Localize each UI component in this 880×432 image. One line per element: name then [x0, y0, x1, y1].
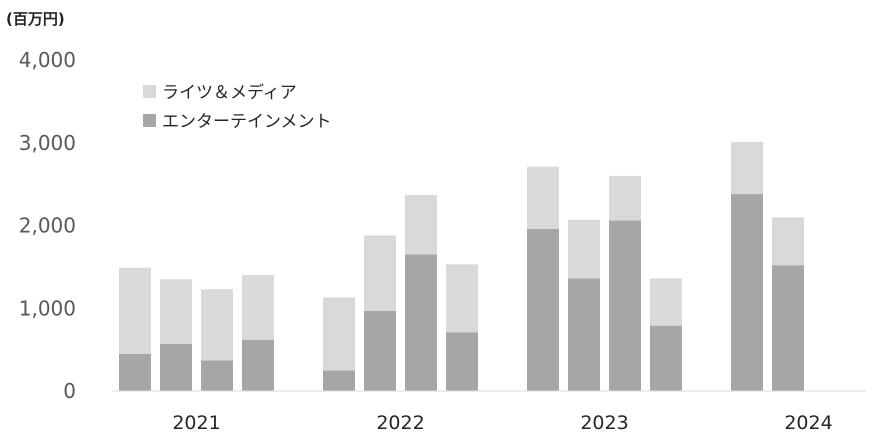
bar-segment-rights-media: [119, 267, 151, 354]
bar-segment-entertainment: [119, 353, 151, 391]
x-tick-label: 2021: [172, 412, 220, 432]
bars: [119, 141, 804, 391]
bar-segment-rights-media: [609, 175, 641, 221]
bar-segment-entertainment: [160, 343, 192, 391]
bar-segment-rights-media: [568, 219, 600, 279]
bar-segment-rights-media: [650, 278, 682, 326]
y-axis-unit-label: (百万円): [6, 10, 65, 28]
bar-segment-rights-media: [405, 194, 437, 255]
bar-segment-entertainment: [731, 194, 763, 391]
x-tick-label: 2024: [784, 412, 832, 432]
bar-segment-entertainment: [201, 360, 233, 391]
bar-segment-entertainment: [446, 332, 478, 391]
bar-segment-rights-media: [201, 289, 233, 361]
bar-segment-entertainment: [323, 370, 355, 391]
y-tick-label: 2,000: [19, 214, 76, 238]
y-tick-label: 4,000: [19, 48, 76, 72]
x-axis: 2021 2022 2023 2024: [172, 412, 832, 432]
legend-label: エンターテインメント: [162, 112, 332, 132]
bar-segment-entertainment: [568, 278, 600, 391]
legend-label: ライツ＆メディア: [162, 82, 297, 103]
legend-swatch: [143, 114, 156, 127]
bar-segment-rights-media: [731, 141, 763, 195]
bar-segment-rights-media: [527, 166, 559, 229]
legend-swatch: [143, 85, 156, 98]
x-tick-label: 2022: [376, 412, 424, 432]
bar-segment-entertainment: [609, 220, 641, 391]
bar-segment-rights-media: [364, 235, 396, 311]
y-tick-label: 3,000: [19, 131, 76, 155]
x-tick-label: 2023: [580, 412, 628, 432]
bar-segment-entertainment: [364, 310, 396, 391]
bar-segment-rights-media: [160, 279, 192, 344]
bar-segment-rights-media: [242, 275, 274, 340]
bar-segment-rights-media: [772, 217, 804, 266]
bar-segment-entertainment: [242, 339, 274, 391]
bar-segment-rights-media: [323, 297, 355, 371]
y-tick-label: 0: [63, 379, 76, 403]
bar-segment-entertainment: [527, 228, 559, 391]
y-tick-label: 1,000: [19, 296, 76, 320]
bar-segment-rights-media: [446, 264, 478, 333]
bar-segment-entertainment: [772, 265, 804, 391]
bar-segment-entertainment: [405, 254, 437, 391]
y-axis: 0 1,000 2,000 3,000 4,000: [19, 48, 76, 403]
bar-segment-entertainment: [650, 325, 682, 391]
